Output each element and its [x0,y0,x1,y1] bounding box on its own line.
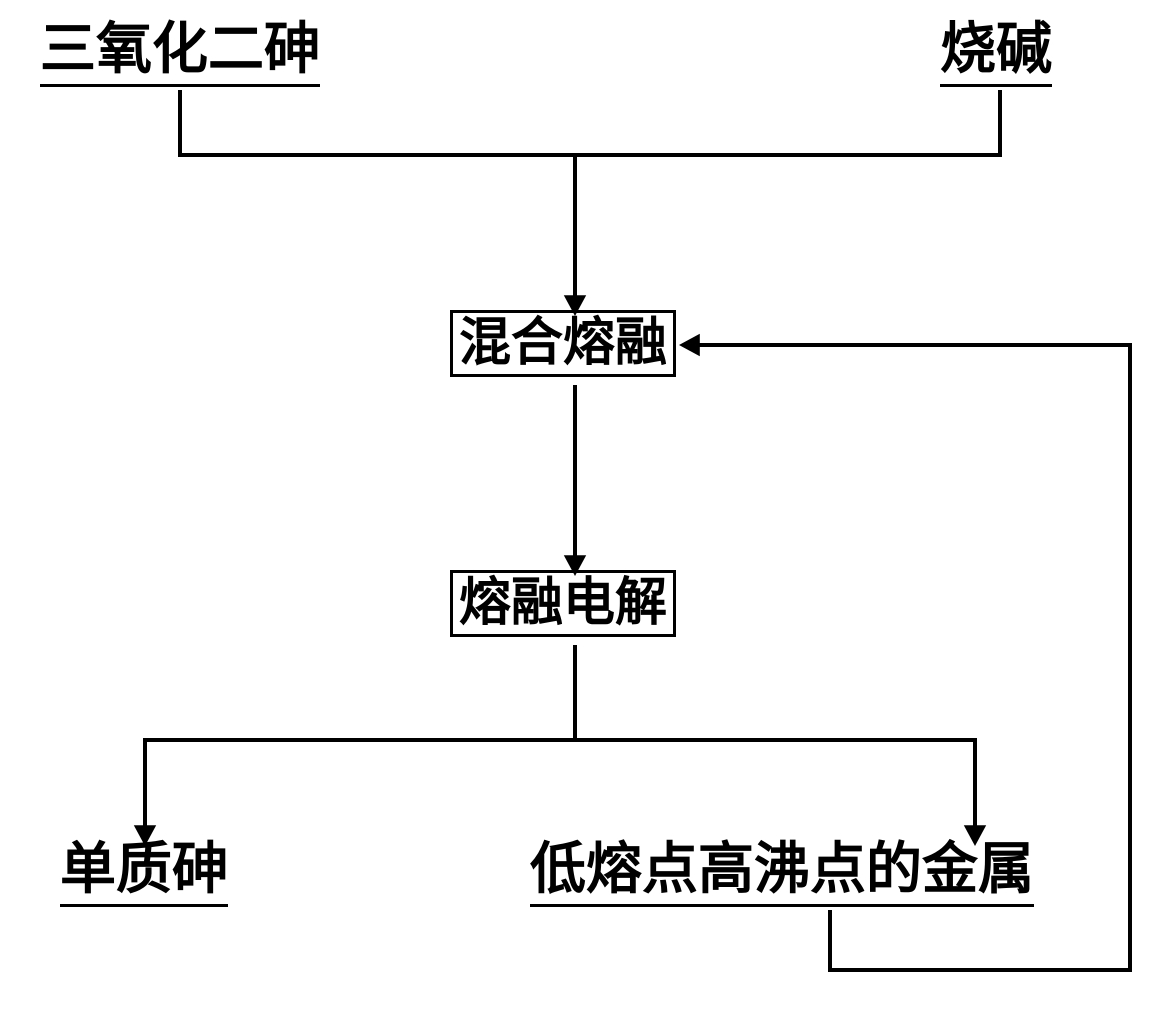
process-mix-melt: 混合熔融 [450,310,676,377]
process-molten-electrolysis: 熔融电解 [450,570,676,637]
input-caustic-soda: 烧碱 [940,20,1052,87]
output-low-mp-high-bp-metal: 低熔点高沸点的金属 [530,840,1034,907]
output-elemental-arsenic: 单质砷 [60,840,228,907]
input-arsenic-trioxide: 三氧化二砷 [40,20,320,87]
